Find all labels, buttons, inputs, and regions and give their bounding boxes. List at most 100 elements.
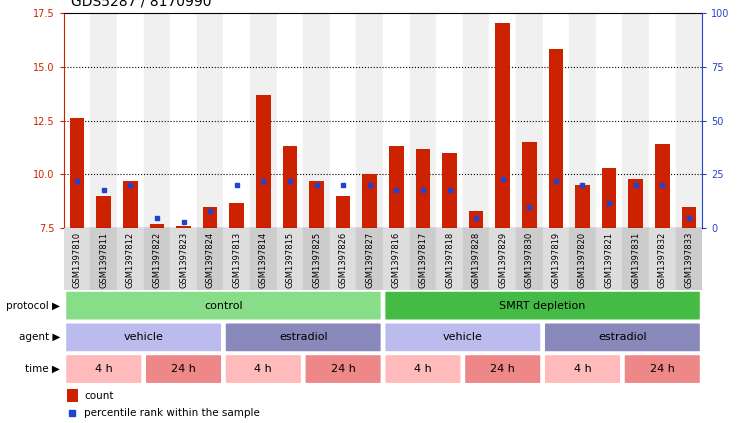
Text: GSM1397821: GSM1397821 bbox=[605, 231, 614, 288]
Text: GSM1397816: GSM1397816 bbox=[392, 231, 401, 288]
Text: 4 h: 4 h bbox=[95, 364, 113, 374]
Bar bbox=[303, 228, 330, 290]
Bar bbox=[117, 228, 143, 290]
Bar bbox=[256, 95, 270, 228]
Bar bbox=[596, 228, 623, 290]
Text: 4 h: 4 h bbox=[414, 364, 432, 374]
Bar bbox=[276, 228, 303, 290]
Bar bbox=[543, 228, 569, 290]
Bar bbox=[629, 179, 643, 228]
Bar bbox=[383, 228, 409, 290]
Bar bbox=[676, 228, 702, 290]
Bar bbox=[463, 228, 490, 290]
Bar bbox=[176, 226, 191, 228]
Text: GSM1397829: GSM1397829 bbox=[498, 231, 507, 288]
Bar bbox=[575, 185, 590, 228]
Bar bbox=[90, 228, 117, 290]
Bar bbox=[655, 144, 670, 228]
Bar bbox=[436, 13, 463, 228]
Bar bbox=[569, 228, 596, 290]
Bar bbox=[649, 13, 676, 228]
Bar bbox=[229, 203, 244, 228]
FancyBboxPatch shape bbox=[624, 354, 701, 384]
Text: 24 h: 24 h bbox=[330, 364, 355, 374]
Text: estradiol: estradiol bbox=[279, 332, 327, 342]
Bar bbox=[117, 13, 143, 228]
Bar bbox=[282, 146, 297, 228]
Text: GSM1397818: GSM1397818 bbox=[445, 231, 454, 288]
Bar bbox=[224, 228, 250, 290]
Bar bbox=[596, 13, 623, 228]
Bar bbox=[70, 118, 84, 228]
Bar bbox=[203, 207, 218, 228]
Bar bbox=[676, 13, 702, 228]
Bar bbox=[309, 181, 324, 228]
Bar bbox=[123, 181, 137, 228]
FancyBboxPatch shape bbox=[385, 291, 701, 321]
Text: 4 h: 4 h bbox=[574, 364, 591, 374]
Text: agent ▶: agent ▶ bbox=[19, 332, 60, 342]
FancyBboxPatch shape bbox=[225, 354, 302, 384]
Text: GSM1397823: GSM1397823 bbox=[179, 231, 188, 288]
Bar bbox=[357, 13, 383, 228]
Bar bbox=[442, 153, 457, 228]
Bar bbox=[522, 142, 537, 228]
FancyBboxPatch shape bbox=[464, 354, 541, 384]
Text: control: control bbox=[204, 301, 243, 310]
Text: GSM1397813: GSM1397813 bbox=[232, 231, 241, 288]
Bar bbox=[143, 13, 170, 228]
Bar bbox=[623, 228, 649, 290]
FancyBboxPatch shape bbox=[225, 322, 382, 352]
Bar bbox=[409, 228, 436, 290]
FancyBboxPatch shape bbox=[65, 291, 382, 321]
Text: percentile rank within the sample: percentile rank within the sample bbox=[84, 409, 260, 418]
Bar bbox=[363, 175, 377, 228]
Bar bbox=[436, 228, 463, 290]
Bar bbox=[250, 13, 276, 228]
Bar bbox=[224, 13, 250, 228]
Bar bbox=[463, 13, 490, 228]
Bar bbox=[357, 228, 383, 290]
Bar bbox=[143, 228, 170, 290]
FancyBboxPatch shape bbox=[385, 354, 461, 384]
Bar bbox=[197, 228, 224, 290]
Bar bbox=[149, 224, 164, 228]
Text: GSM1397827: GSM1397827 bbox=[365, 231, 374, 288]
Text: GDS5287 / 8170990: GDS5287 / 8170990 bbox=[71, 0, 212, 8]
Text: GSM1397819: GSM1397819 bbox=[551, 231, 560, 288]
Text: SMRT depletion: SMRT depletion bbox=[499, 301, 586, 310]
Bar bbox=[602, 168, 617, 228]
Text: count: count bbox=[84, 390, 113, 401]
Text: GSM1397831: GSM1397831 bbox=[631, 231, 640, 288]
FancyBboxPatch shape bbox=[65, 322, 222, 352]
FancyBboxPatch shape bbox=[544, 322, 701, 352]
Bar bbox=[649, 228, 676, 290]
FancyBboxPatch shape bbox=[65, 354, 142, 384]
Text: GSM1397811: GSM1397811 bbox=[99, 231, 108, 288]
Bar bbox=[496, 23, 510, 228]
Bar bbox=[170, 228, 197, 290]
Text: 24 h: 24 h bbox=[490, 364, 515, 374]
Bar bbox=[490, 228, 516, 290]
Text: GSM1397828: GSM1397828 bbox=[472, 231, 481, 288]
Bar bbox=[389, 146, 403, 228]
Bar bbox=[336, 196, 351, 228]
Bar bbox=[250, 228, 276, 290]
Bar bbox=[543, 13, 569, 228]
FancyBboxPatch shape bbox=[385, 322, 541, 352]
Text: protocol ▶: protocol ▶ bbox=[6, 301, 60, 310]
Bar bbox=[548, 49, 563, 228]
Bar bbox=[409, 13, 436, 228]
Bar bbox=[330, 13, 357, 228]
Text: GSM1397820: GSM1397820 bbox=[578, 231, 587, 288]
Bar bbox=[170, 13, 197, 228]
Text: GSM1397817: GSM1397817 bbox=[418, 231, 427, 288]
Text: GSM1397826: GSM1397826 bbox=[339, 231, 348, 288]
Text: GSM1397815: GSM1397815 bbox=[285, 231, 294, 288]
Bar bbox=[64, 13, 90, 228]
Bar bbox=[682, 207, 696, 228]
Text: vehicle: vehicle bbox=[124, 332, 164, 342]
Text: estradiol: estradiol bbox=[598, 332, 647, 342]
Bar bbox=[623, 13, 649, 228]
Text: GSM1397832: GSM1397832 bbox=[658, 231, 667, 288]
